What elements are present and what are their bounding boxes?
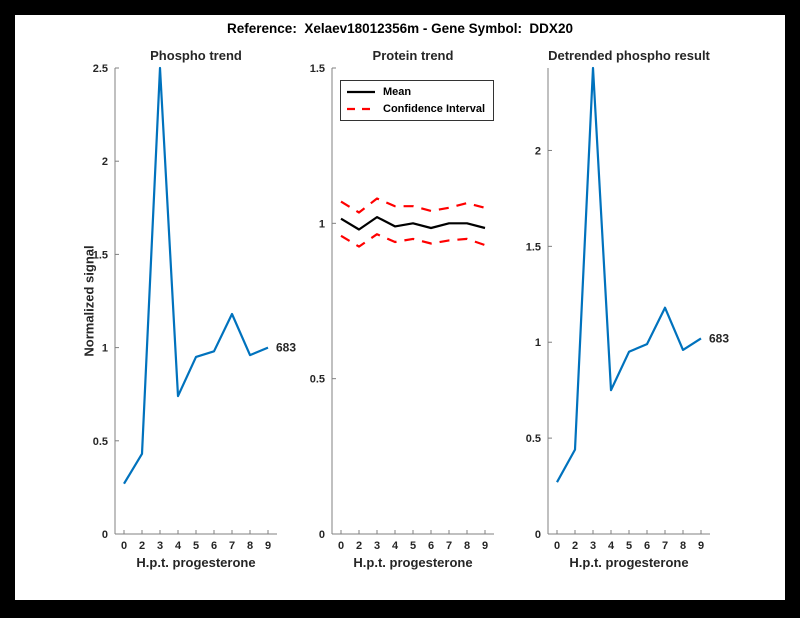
x-tick-label: 8: [464, 540, 470, 552]
y-tick-label: 1.5: [526, 241, 541, 253]
x-tick-label: 6: [428, 540, 434, 552]
y-tick-label: 0.5: [310, 374, 325, 386]
x-tick-label: 5: [410, 540, 416, 552]
y-tick-label: 1.5: [310, 63, 325, 75]
legend-label-ci: Confidence Interval: [383, 103, 486, 115]
x-tick-label: 9: [265, 540, 271, 552]
y-tick-label: 0.5: [93, 436, 108, 448]
x-tick-label: 4: [608, 540, 615, 552]
x-tick-label: 7: [662, 540, 668, 552]
y-tick-label: 1: [535, 337, 541, 349]
x-tick-label: 9: [698, 540, 704, 552]
annotation-label: 683: [709, 331, 729, 345]
x-tick-label: 0: [338, 540, 344, 552]
x-tick-label: 6: [644, 540, 650, 552]
y-tick-label: 2: [535, 145, 541, 157]
x-tick-label: 8: [247, 540, 253, 552]
data-line-protein-mean: [340, 216, 486, 231]
ci-line-sample-icon: [347, 107, 375, 111]
y-tick-label: 2: [102, 156, 108, 168]
legend-row-mean: Mean: [345, 84, 485, 100]
x-tick-label: 7: [229, 540, 235, 552]
legend-row-ci: Confidence Interval: [345, 101, 485, 117]
subplot3-title: Detrended phospho result: [548, 48, 710, 63]
x-tick-label: 2: [356, 540, 362, 552]
y-tick-label: 0: [319, 529, 325, 541]
y-tick-label: 0.5: [526, 433, 541, 445]
x-tick-label: 7: [446, 540, 452, 552]
x-tick-label: 0: [554, 540, 560, 552]
x-tick-label: 5: [193, 540, 199, 552]
x-tick-label: 2: [572, 540, 578, 552]
x-tick-label: 6: [211, 540, 217, 552]
x-tick-label: 3: [374, 540, 380, 552]
x-tick-label: 9: [482, 540, 488, 552]
x-tick-label: 5: [626, 540, 632, 552]
annotation-label: 683: [276, 341, 296, 355]
subplot1-title: Phospho trend: [150, 48, 242, 63]
legend-label-mean: Mean: [383, 86, 412, 98]
y-tick-label: 0: [535, 529, 541, 541]
subplot3-x-axis-label: H.p.t. progesterone: [569, 555, 689, 570]
x-tick-label: 0: [121, 540, 127, 552]
x-tick-label: 8: [680, 540, 686, 552]
data-line-ci-upper: [340, 197, 486, 214]
x-tick-label: 4: [175, 540, 182, 552]
data-line-ci-lower: [340, 233, 486, 248]
y-tick-label: 1: [102, 343, 108, 355]
data-line-detrended-phospho: [556, 66, 702, 483]
subplot1-x-axis-label: H.p.t. progesterone: [136, 555, 256, 570]
y-tick-label: 1.5: [93, 249, 108, 261]
x-tick-label: 3: [590, 540, 596, 552]
subplot2-title: Protein trend: [372, 48, 454, 63]
mean-line-sample-icon: [347, 90, 375, 94]
legend-box: Mean Confidence Interval: [340, 80, 495, 121]
y-tick-label: 1: [319, 218, 325, 230]
x-tick-label: 2: [139, 540, 145, 552]
y-tick-label: 2.5: [93, 63, 108, 75]
x-tick-label: 4: [392, 540, 399, 552]
y-tick-label: 0: [102, 529, 108, 541]
subplot2-x-axis-label: H.p.t. progesterone: [353, 555, 473, 570]
figure-title: Reference: Xelaev18012356m - Gene Symbol…: [227, 21, 573, 36]
x-tick-label: 3: [157, 540, 163, 552]
data-line-phospho-signal: [123, 66, 269, 485]
